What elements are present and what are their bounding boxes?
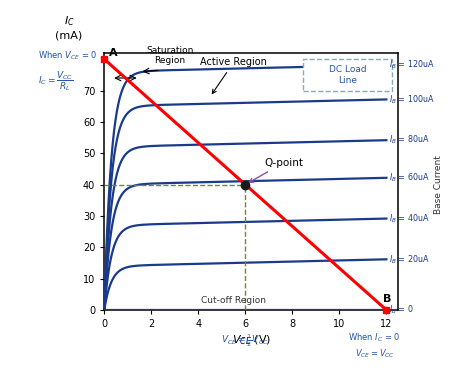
Text: When $I_C$ = 0: When $I_C$ = 0 <box>348 332 401 344</box>
Text: $V_{CE} = \frac{1}{2}V_{CC}$: $V_{CE} = \frac{1}{2}V_{CC}$ <box>221 332 269 349</box>
Text: $I_B$ = 20uA: $I_B$ = 20uA <box>389 253 429 266</box>
Text: $I_B$ = 40uA: $I_B$ = 40uA <box>389 212 429 225</box>
Text: $I_C$
(mA): $I_C$ (mA) <box>55 15 82 40</box>
Text: A: A <box>109 48 118 58</box>
Text: $I_B$ = 60uA: $I_B$ = 60uA <box>389 172 429 184</box>
Text: Q-point: Q-point <box>249 158 303 183</box>
Text: Active Region: Active Region <box>200 57 267 93</box>
Text: Cut-off Region: Cut-off Region <box>201 296 266 305</box>
Text: $I_B$ = 100uA: $I_B$ = 100uA <box>389 93 435 106</box>
X-axis label: $V_{CE}$ (V): $V_{CE}$ (V) <box>232 333 271 347</box>
Text: $I_C = \dfrac{V_{CC}}{R_L}$: $I_C = \dfrac{V_{CC}}{R_L}$ <box>38 69 74 93</box>
FancyBboxPatch shape <box>303 59 392 91</box>
Text: DC Load
Line: DC Load Line <box>329 65 366 85</box>
Text: Saturation
Region: Saturation Region <box>146 46 194 65</box>
Text: $V_{CE} = V_{CC}$: $V_{CE} = V_{CC}$ <box>355 348 395 360</box>
Text: When $V_{CE}$ = 0: When $V_{CE}$ = 0 <box>38 50 98 62</box>
Text: Base Current: Base Current <box>434 155 443 214</box>
Text: $I_B$ = 0: $I_B$ = 0 <box>389 304 413 316</box>
Text: $I_B$ = 120uA: $I_B$ = 120uA <box>389 59 435 71</box>
Text: $I_B$ = 80uA: $I_B$ = 80uA <box>389 134 429 146</box>
Text: B: B <box>383 294 391 304</box>
